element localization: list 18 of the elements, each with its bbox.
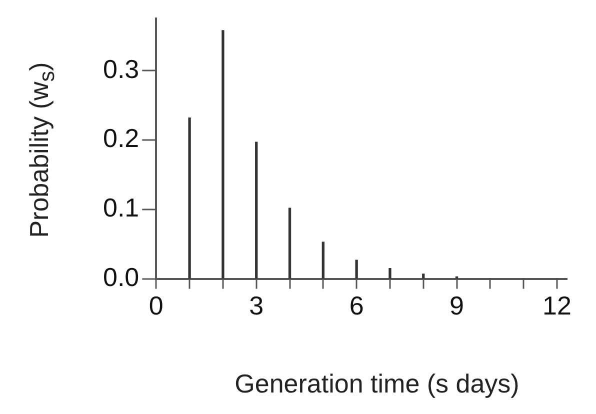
- x-tick-label: 9: [450, 290, 464, 321]
- y-tick-label: 0.2: [102, 123, 140, 154]
- bar: [222, 30, 224, 279]
- bar: [355, 260, 358, 279]
- bar: [255, 142, 258, 279]
- bar: [188, 117, 191, 279]
- y-tick-label: 0.3: [102, 54, 140, 84]
- y-tick-label: 0.0: [102, 262, 140, 292]
- bar: [388, 268, 392, 279]
- y-tick-label: 0.1: [102, 192, 140, 223]
- x-axis-title: Generation time (s days): [234, 368, 520, 400]
- bar: [422, 274, 425, 279]
- x-tick-label: 3: [249, 290, 264, 321]
- x-tick-label: 0: [148, 290, 164, 321]
- x-tick-label: 6: [349, 290, 364, 321]
- bar: [288, 208, 292, 279]
- x-tick-label: 12: [542, 290, 572, 321]
- bar: [322, 242, 324, 279]
